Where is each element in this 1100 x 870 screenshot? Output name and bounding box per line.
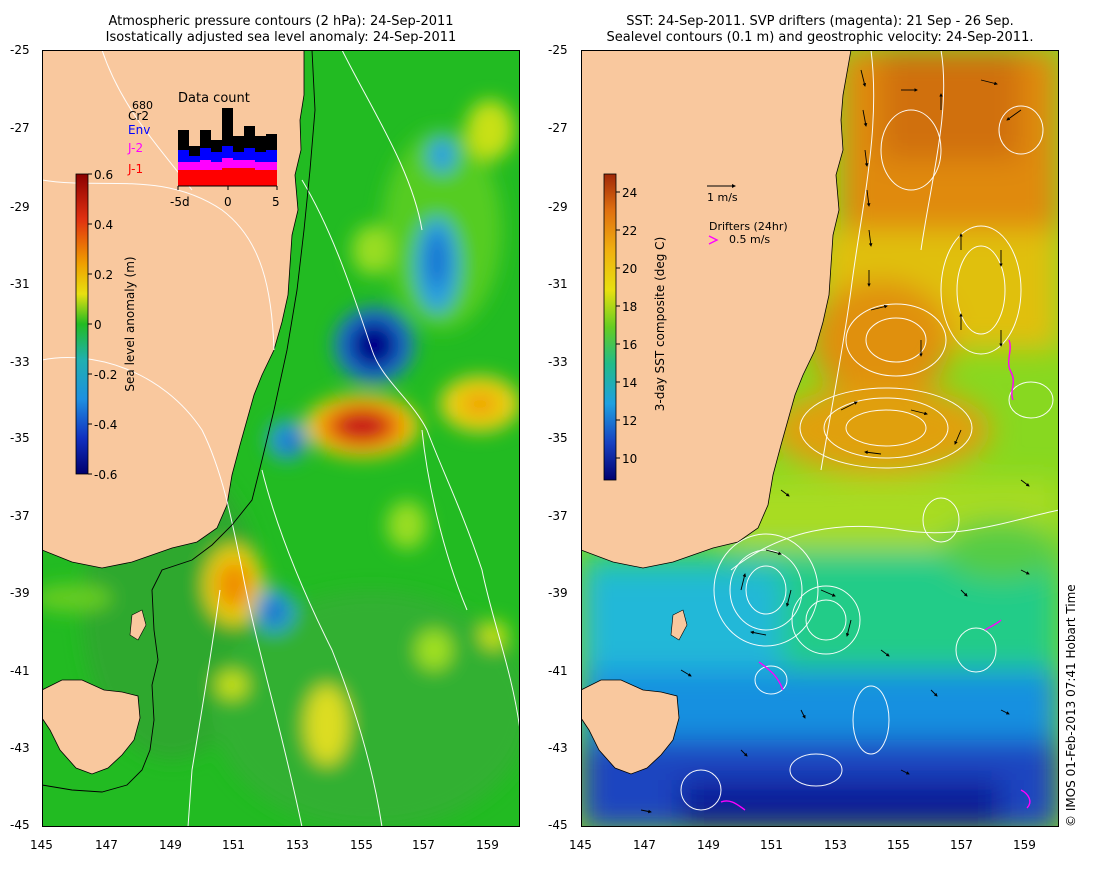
lat-tick: -35 (10, 431, 30, 445)
sla-tick: -0.2 (94, 368, 117, 382)
legend-env: Env (128, 123, 150, 137)
lon-tick: 145 (569, 838, 592, 852)
lat-tick: -41 (10, 664, 30, 678)
sst-tick: 10 (622, 452, 637, 466)
data-count-xtick: 0 (224, 195, 232, 209)
data-count-title: Data count (178, 91, 250, 106)
sst-colorbar: 24 22 20 18 16 14 12 10 3-day SST compos… (598, 168, 672, 484)
lat-tick: -25 (548, 43, 568, 57)
sla-tick: 0.4 (94, 218, 113, 232)
sla-tick: 0 (94, 318, 102, 332)
sla-colorbar-label: Sea level anomaly (m) (123, 256, 137, 391)
legend-j2: J-2 (127, 141, 143, 155)
sst-tick: 22 (622, 224, 637, 238)
lon-tick: 159 (476, 838, 499, 852)
lon-tick: 149 (159, 838, 182, 852)
lat-tick: -29 (10, 200, 30, 214)
lat-tick: -33 (10, 355, 30, 369)
lat-tick: -45 (10, 818, 30, 832)
sst-tick: 24 (622, 186, 637, 200)
lon-tick: 151 (760, 838, 783, 852)
lon-tick: 145 (30, 838, 53, 852)
right-title-line2: Sealevel contours (0.1 m) and geostrophi… (570, 30, 1070, 46)
lon-tick: 153 (824, 838, 847, 852)
sla-tick: -0.6 (94, 468, 117, 482)
lon-tick: 147 (95, 838, 118, 852)
sst-tick: 20 (622, 262, 637, 276)
lon-tick: 159 (1013, 838, 1036, 852)
sla-tick: 0.6 (94, 168, 113, 182)
sst-colorbar-label: 3-day SST composite (deg C) (653, 237, 667, 411)
left-title-line1: Atmospheric pressure contours (2 hPa): 2… (42, 14, 520, 30)
data-count-inset: Data count 680 Cr2 Env J-2 J-1 -5d 0 5 (124, 86, 284, 214)
lon-tick: 147 (633, 838, 656, 852)
lon-tick: 157 (950, 838, 973, 852)
lat-tick: -39 (548, 586, 568, 600)
drifter-scale-label: 0.5 m/s (729, 233, 770, 246)
lat-tick: -39 (10, 586, 30, 600)
left-panel-title: Atmospheric pressure contours (2 hPa): 2… (42, 14, 520, 46)
sla-tick: -0.4 (94, 418, 117, 432)
lon-tick: 153 (286, 838, 309, 852)
lat-tick: -37 (10, 509, 30, 523)
lat-tick: -45 (548, 818, 568, 832)
data-count-xtick: -5d (170, 195, 190, 209)
lon-tick: 155 (887, 838, 910, 852)
left-title-line2: Isostatically adjusted sea level anomaly… (42, 30, 520, 46)
data-count-xtick: 5 (272, 195, 280, 209)
lat-tick: -35 (548, 431, 568, 445)
right-title-line1: SST: 24-Sep-2011. SVP drifters (magenta)… (570, 14, 1070, 30)
sst-tick: 14 (622, 376, 637, 390)
velocity-scale-label: 1 m/s (707, 191, 738, 204)
lat-tick: -31 (548, 277, 568, 291)
lat-tick: -43 (10, 741, 30, 755)
lat-tick: -27 (548, 121, 568, 135)
data-count-bars (178, 108, 277, 190)
lat-tick: -31 (10, 277, 30, 291)
right-panel-title: SST: 24-Sep-2011. SVP drifters (magenta)… (570, 14, 1070, 46)
sla-tick: 0.2 (94, 268, 113, 282)
lat-tick: -25 (10, 43, 30, 57)
lat-tick: -29 (548, 200, 568, 214)
credit-text: © IMOS 01-Feb-2013 07:41 Hobart Time (1064, 584, 1078, 827)
lat-tick: -41 (548, 664, 568, 678)
lon-tick: 155 (350, 838, 373, 852)
legend-cr2: Cr2 (128, 109, 149, 123)
lon-tick: 151 (222, 838, 245, 852)
drifters-label: Drifters (24hr) (709, 220, 788, 233)
legend-j1: J-1 (127, 162, 143, 176)
lon-tick: 157 (412, 838, 435, 852)
lat-tick: -33 (548, 355, 568, 369)
lat-tick: -43 (548, 741, 568, 755)
sla-colorbar: 0.6 0.4 0.2 0 -0.2 -0.4 -0.6 Sea level a… (70, 168, 144, 484)
sst-tick: 18 (622, 300, 637, 314)
lat-tick: -27 (10, 121, 30, 135)
sst-tick: 12 (622, 414, 637, 428)
lat-tick: -37 (548, 509, 568, 523)
lon-tick: 149 (697, 838, 720, 852)
sst-tick: 16 (622, 338, 637, 352)
